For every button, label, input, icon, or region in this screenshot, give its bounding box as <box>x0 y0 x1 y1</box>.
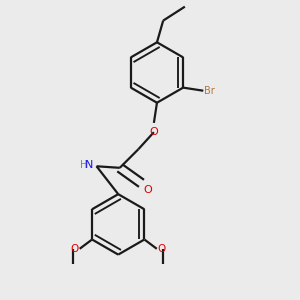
Text: Br: Br <box>204 86 215 96</box>
Text: N: N <box>85 160 93 170</box>
Text: H: H <box>80 160 87 170</box>
Text: O: O <box>70 244 79 254</box>
Text: O: O <box>158 244 166 254</box>
Text: O: O <box>143 185 152 195</box>
Text: O: O <box>149 127 158 137</box>
